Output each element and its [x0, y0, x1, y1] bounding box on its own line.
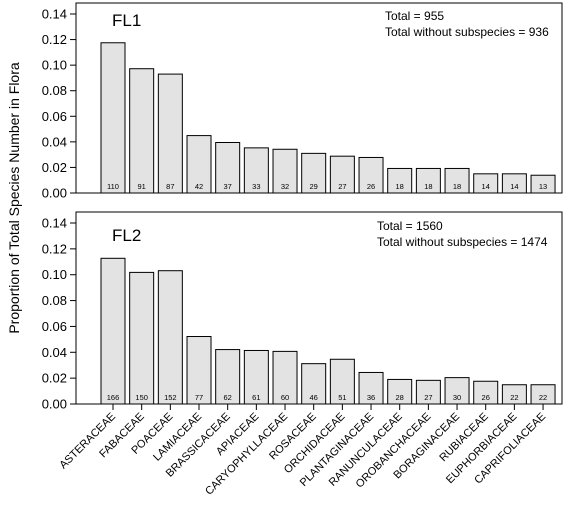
bar-count-label: 61: [252, 393, 260, 402]
y-tick-label: 0.14: [42, 216, 67, 231]
y-tick-label: 0.04: [42, 134, 67, 149]
bar-brassicaceae: [215, 349, 241, 405]
panel-label: FL2: [112, 226, 141, 245]
y-tick-label: 0.08: [42, 83, 67, 98]
bar-count-label: 91: [137, 182, 145, 191]
bar-count-label: 28: [396, 393, 404, 402]
total-without-subspecies-text: Total without subspecies = 936: [385, 25, 549, 39]
total-text: Total = 955: [385, 9, 444, 23]
bar-count-label: 46: [310, 393, 318, 402]
bar-count-label: 166: [107, 393, 120, 402]
y-tick-label: 0.04: [42, 345, 67, 360]
bar-orchidaceae: [329, 155, 355, 194]
bar-boraginaceae: [444, 167, 470, 194]
bar-count-label: 30: [453, 393, 461, 402]
y-tick-label: 0.12: [42, 32, 67, 47]
bar-plantaginaceae: [358, 371, 384, 405]
bar-count-label: 36: [367, 393, 375, 402]
bar-rosaceae: [301, 363, 327, 405]
bar-brassicaceae: [215, 141, 241, 194]
bar-count-label: 150: [135, 393, 148, 402]
bar-count-label: 110: [107, 182, 119, 191]
y-tick-label: 0.06: [42, 319, 67, 334]
bar-lamiaceae: [186, 336, 212, 405]
bar-count-label: 27: [424, 393, 432, 402]
bar-caryophyllaceae: [272, 350, 298, 405]
bar-count-label: 22: [510, 393, 518, 402]
bar-lamiaceae: [186, 135, 212, 194]
panel-fl2: 0.00 0.02 0.04 0.06 0.08 0.10 0.12 0.14 166 150 15…: [42, 211, 563, 412]
y-tick-label: 0.10: [42, 58, 67, 73]
y-axis-label: Proportion of Total Species Number in Fl…: [6, 62, 22, 334]
bar-rosaceae: [301, 152, 327, 194]
y-tick-label: 0.00: [42, 186, 67, 201]
bar-count-label: 60: [281, 393, 289, 402]
bar-count-label: 87: [166, 182, 174, 191]
bar-asteraceae: [100, 257, 126, 405]
y-tick-label: 0.02: [42, 160, 67, 175]
bar-count-label: 37: [224, 182, 232, 191]
y-tick-label: 0.12: [42, 241, 67, 256]
y-tick-label: 0.02: [42, 371, 67, 386]
bar-count-label: 27: [338, 182, 346, 191]
bar-poaceae: [157, 73, 183, 194]
bar-count-label: 62: [224, 393, 232, 402]
bar-count-label: 33: [252, 182, 260, 191]
bar-orobanchaceae: [415, 167, 441, 194]
bar-count-label: 32: [281, 182, 289, 191]
bar-fabaceae: [129, 68, 155, 194]
panel-label: FL1: [112, 11, 141, 30]
bar-plantaginaceae: [358, 156, 384, 194]
bar-fabaceae: [129, 271, 155, 405]
bar-count-label: 51: [338, 393, 346, 402]
bar-count-label: 26: [367, 182, 375, 191]
y-tick-label: 0.14: [42, 7, 67, 22]
bar-ranunculaceae: [387, 167, 413, 194]
bar-caryophyllaceae: [272, 148, 298, 194]
y-tick-label: 0.10: [42, 267, 67, 282]
bar-poaceae: [157, 270, 183, 405]
y-tick-label: 0.06: [42, 109, 67, 124]
total-text: Total = 1560: [377, 219, 443, 233]
bar-apiaceae: [243, 147, 269, 194]
total-without-subspecies-text: Total without subspecies = 1474: [377, 235, 548, 249]
bar-count-label: 18: [453, 182, 461, 191]
bar-count-label: 14: [482, 182, 490, 191]
panel-fl1: 0.00 0.02 0.04 0.06 0.08 0.10 0.12 0.14 110 91 87 4…: [42, 2, 563, 201]
bar-orchidaceae: [329, 358, 355, 405]
bar-boraginaceae: [444, 377, 470, 405]
bar-ranunculaceae: [387, 378, 413, 405]
bar-count-label: 29: [310, 182, 318, 191]
bar-caprifoliaceae: [530, 174, 556, 194]
bar-count-label: 22: [539, 393, 547, 402]
panels: 0.00 0.02 0.04 0.06 0.08 0.10 0.12 0.14 110 91 87 4…: [42, 2, 563, 498]
bar-count-label: 42: [195, 182, 203, 191]
bar-rubiaceae: [473, 173, 499, 194]
bar-count-label: 14: [510, 182, 518, 191]
bar-count-label: 152: [164, 393, 177, 402]
bar-count-label: 13: [539, 182, 547, 191]
bar-count-label: 18: [424, 182, 432, 191]
y-tick-label: 0.00: [42, 397, 67, 412]
x-axis-categories: ASTERACEAEFABACEAEPOACEAELAMIACEAEBRASSI…: [57, 404, 548, 498]
bar-asteraceae: [100, 42, 126, 194]
bar-count-label: 77: [195, 393, 203, 402]
bar-apiaceae: [243, 349, 269, 405]
bar-count-label: 26: [482, 393, 490, 402]
y-tick-label: 0.08: [42, 293, 67, 308]
bar-count-label: 18: [396, 182, 404, 191]
bar-euphorbiaceae: [501, 173, 527, 194]
